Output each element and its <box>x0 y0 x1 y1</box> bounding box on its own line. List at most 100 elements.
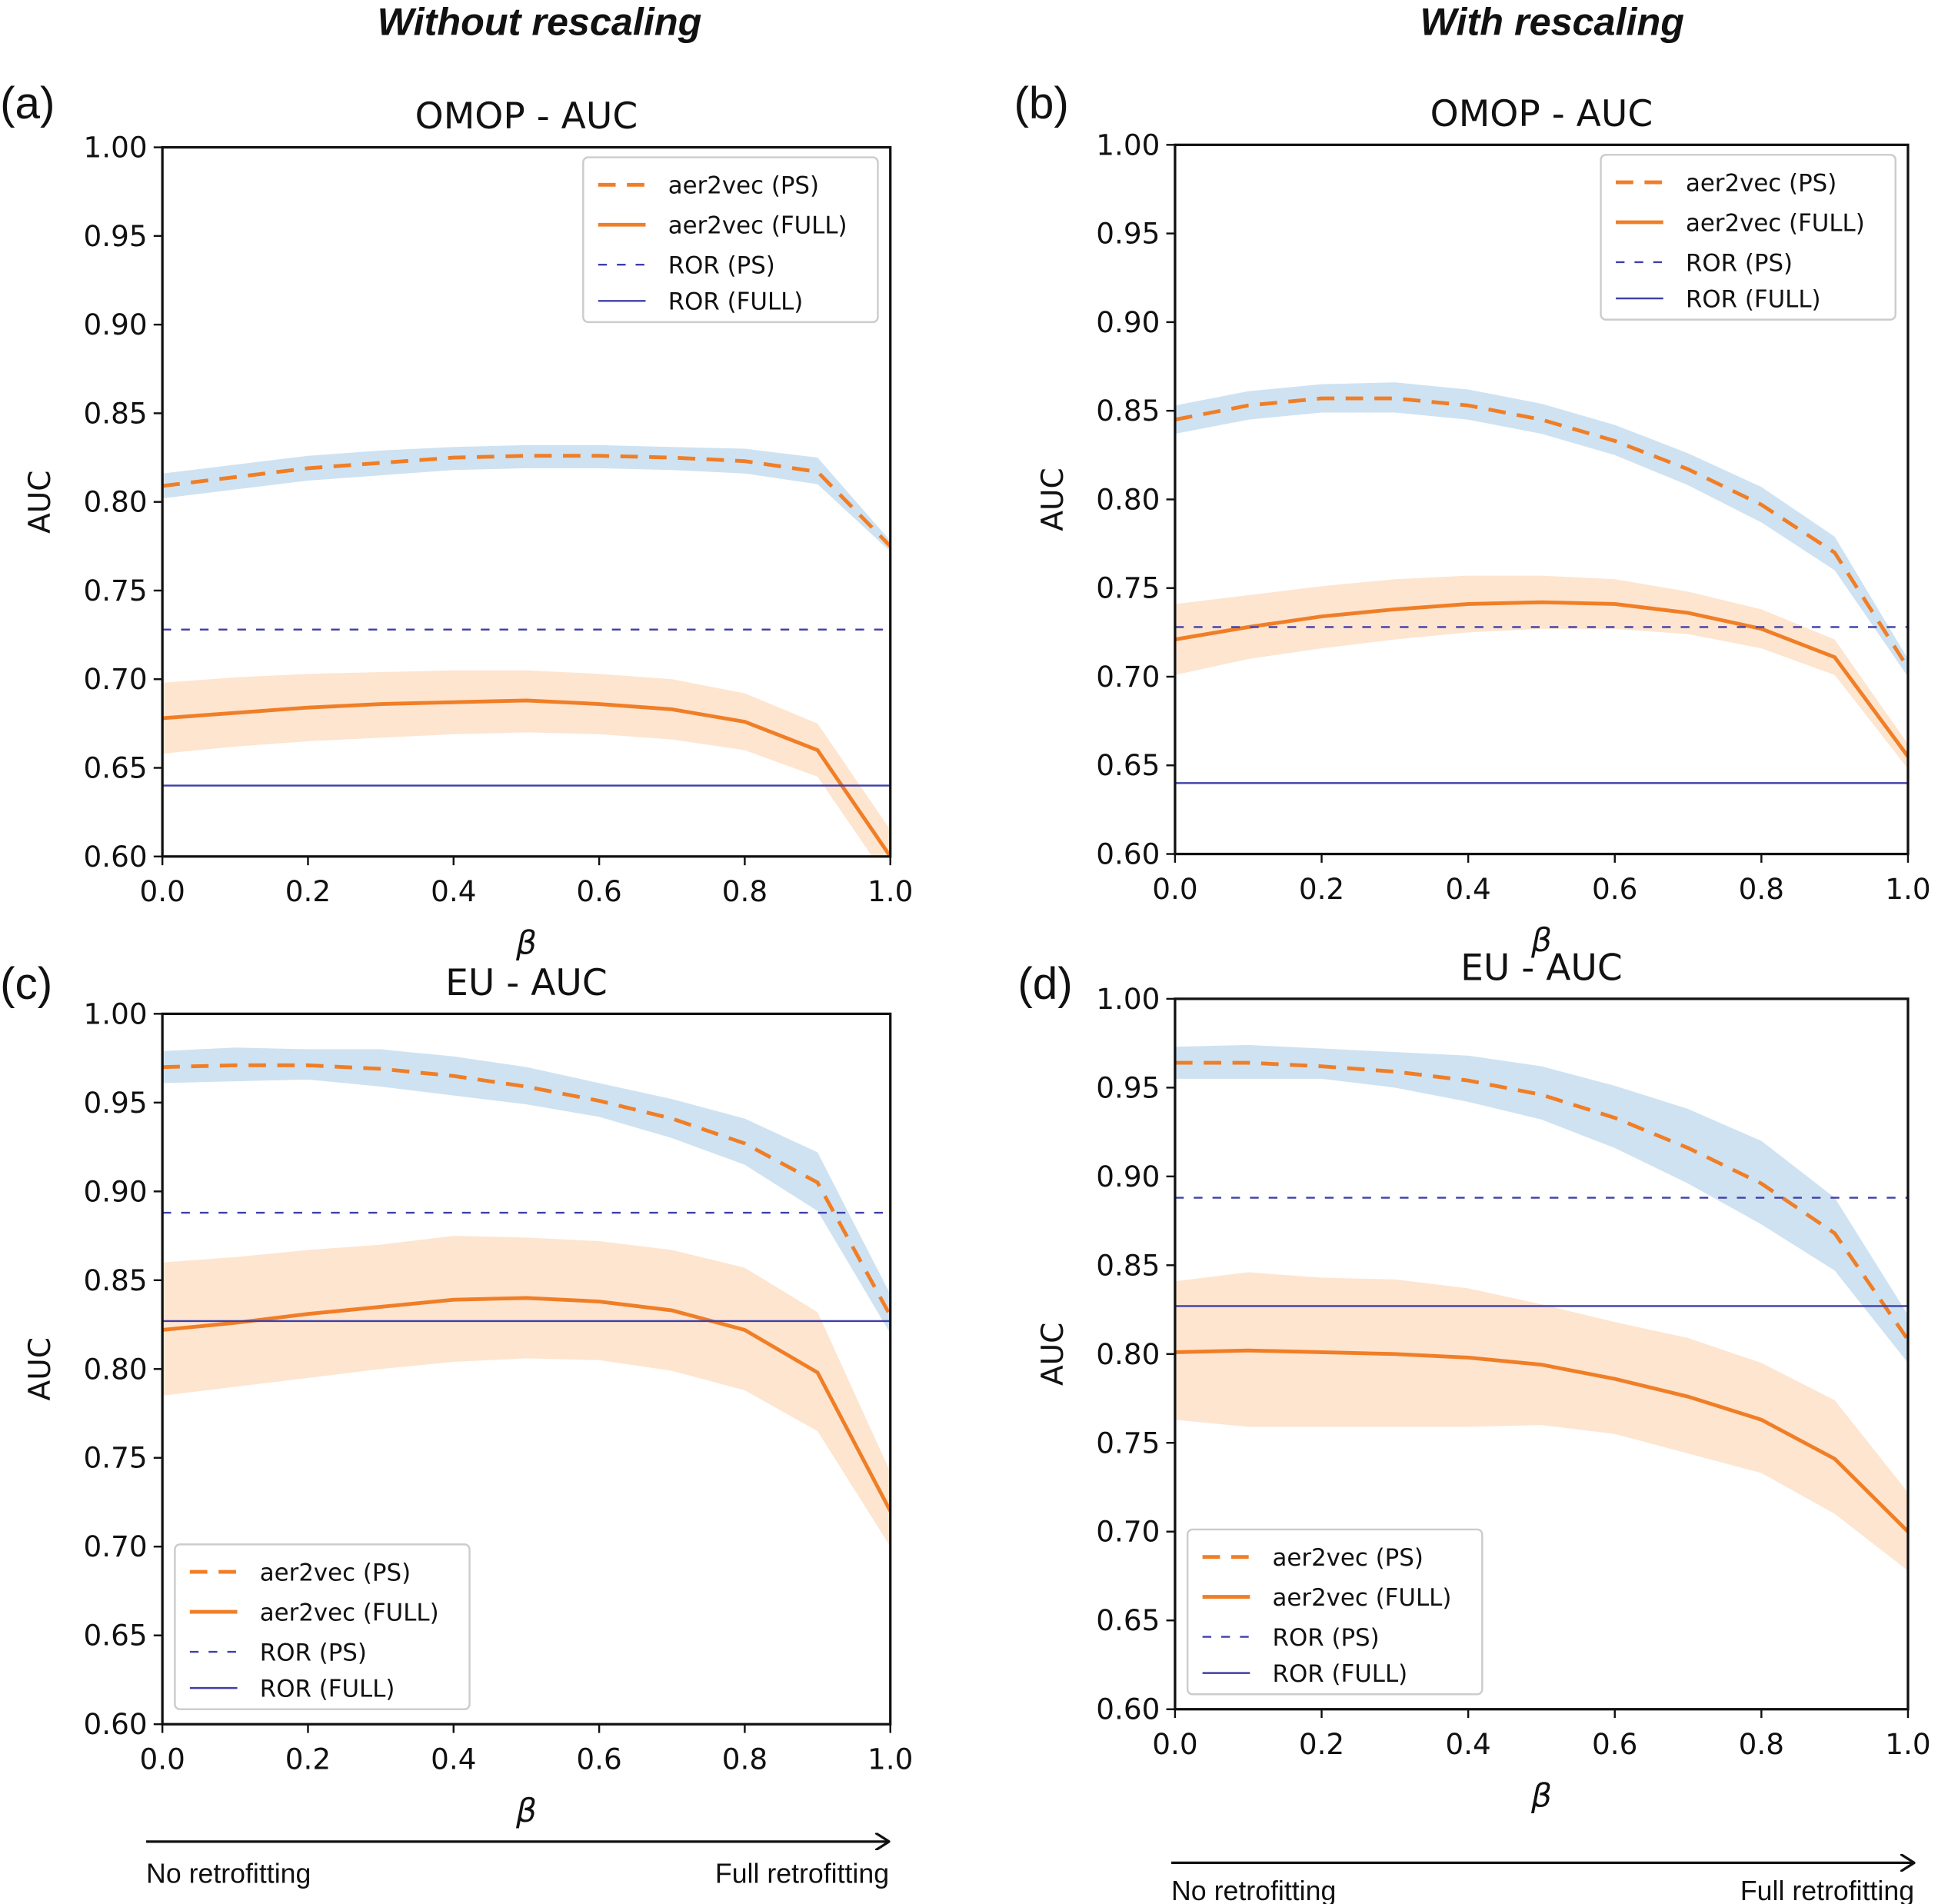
x-tick-label: 1.0 <box>867 1743 913 1776</box>
x-tick-label: 0.2 <box>1299 1727 1344 1761</box>
y-tick-label: 0.80 <box>84 1352 148 1386</box>
x-tick-label: 0.4 <box>1445 872 1490 906</box>
x-tick-label: 0.0 <box>139 874 185 908</box>
legend-label: aer2vec (FULL) <box>260 1599 439 1626</box>
y-axis-label: AUC <box>23 471 58 534</box>
chart-title: OMOP - AUC <box>415 95 638 138</box>
x-axis-label: β <box>515 1792 537 1829</box>
y-tick-label: 0.95 <box>1096 1070 1160 1104</box>
x-tick-label: 0.6 <box>1592 1727 1637 1761</box>
panel-label: (c) <box>0 959 52 1009</box>
y-tick-label: 0.70 <box>84 662 148 696</box>
legend-label: ROR (FULL) <box>1686 285 1821 313</box>
legend-label: ROR (FULL) <box>1273 1660 1408 1688</box>
x-tick-label: 1.0 <box>1885 872 1930 906</box>
y-tick-label: 0.75 <box>1096 1426 1160 1460</box>
legend-box <box>582 156 879 324</box>
x-tick-label: 0.6 <box>576 874 621 908</box>
y-tick-label: 0.85 <box>1096 1248 1160 1282</box>
panel-label: (d) <box>1017 959 1072 1009</box>
y-tick-label: 0.95 <box>84 1086 148 1120</box>
column-header: Without rescaling <box>378 0 702 43</box>
y-tick-label: 0.75 <box>1096 571 1160 605</box>
y-tick-label: 0.60 <box>84 840 148 874</box>
plot-area <box>1174 382 1908 784</box>
y-tick-label: 1.00 <box>84 997 148 1030</box>
x-tick-label: 0.8 <box>1739 872 1784 906</box>
chart-title: EU - AUC <box>1460 947 1623 990</box>
legend-label: aer2vec (PS) <box>1273 1544 1424 1572</box>
y-axis-label: AUC <box>1036 1323 1071 1386</box>
series-line <box>162 1063 891 1317</box>
series-line <box>1174 396 1908 669</box>
y-tick-label: 0.70 <box>1096 1515 1160 1549</box>
chart-panel: (b) OMOP - AUC AUC β 0.60 0.65 0.70 0.75 0.80 0.8… <box>1014 78 1930 959</box>
y-tick-label: 0.85 <box>84 396 148 430</box>
confidence-band <box>1174 1044 1908 1363</box>
y-tick-label: 0.65 <box>84 1619 148 1653</box>
x-tick-label: 1.0 <box>1885 1727 1930 1761</box>
legend-label: ROR (PS) <box>668 252 775 280</box>
series-line <box>1174 1348 1908 1533</box>
y-tick-label: 0.80 <box>84 485 148 519</box>
arrow-end-label: Full retrofitting <box>715 1858 889 1889</box>
chart-panel: (d) EU - AUC AUC β 0.60 0.65 0.70 0.75 0.80 0.85 0… <box>1017 947 1930 1815</box>
x-axis-label: β <box>515 924 537 961</box>
y-tick-label: 0.85 <box>1096 394 1160 428</box>
legend-label: aer2vec (PS) <box>260 1559 411 1586</box>
panel-label: (b) <box>1014 78 1068 128</box>
y-axis-label: AUC <box>1036 468 1071 531</box>
x-tick-label: 0.6 <box>576 1743 621 1776</box>
panel-label: (a) <box>0 78 55 128</box>
y-tick-label: 0.60 <box>1096 1693 1160 1726</box>
y-axis-label: AUC <box>23 1337 58 1400</box>
confidence-band <box>1174 1272 1908 1571</box>
chart-panel: (c) EU - AUC AUC β 0.60 0.65 0.70 0.75 0.80 0.85 0… <box>0 959 913 1829</box>
x-tick-label: 1.0 <box>867 874 913 908</box>
series-line <box>1174 1060 1908 1341</box>
legend-label: aer2vec (PS) <box>668 172 819 200</box>
confidence-band <box>162 444 891 552</box>
plot-area <box>1174 1044 1908 1571</box>
axes-frame <box>1174 143 1910 856</box>
y-tick-label: 0.65 <box>84 751 148 785</box>
legend-label: aer2vec (PS) <box>1686 169 1836 197</box>
series-line <box>162 1296 891 1513</box>
legend-label: aer2vec (FULL) <box>668 212 847 240</box>
y-tick-label: 0.85 <box>84 1263 148 1297</box>
x-axis-label: β <box>1530 921 1552 959</box>
y-tick-label: 0.65 <box>1096 1603 1160 1637</box>
plot-area <box>162 444 891 857</box>
legend-box <box>1186 1528 1483 1696</box>
plot-area <box>162 1047 891 1547</box>
confidence-band <box>162 1047 891 1334</box>
arrow-start-label: No retrofitting <box>1171 1876 1336 1904</box>
arrow-end-label: Full retrofitting <box>1740 1876 1914 1904</box>
legend-label: ROR (FULL) <box>260 1675 395 1703</box>
y-tick-label: 0.80 <box>1096 1337 1160 1371</box>
x-tick-label: 0.2 <box>285 874 331 908</box>
x-tick-label: 0.0 <box>1152 1727 1197 1761</box>
y-tick-label: 1.00 <box>1096 982 1160 1016</box>
x-axis-label: β <box>1530 1776 1552 1814</box>
x-tick-label: 0.6 <box>1592 872 1637 906</box>
series-line <box>162 698 891 857</box>
chart-panel: (a) OMOP - AUC AUC β 0.60 0.65 0.70 0.75 0.80 0.8… <box>0 78 913 961</box>
legend-label: ROR (PS) <box>1273 1624 1380 1652</box>
y-tick-label: 0.95 <box>1096 217 1160 251</box>
chart-title: EU - AUC <box>445 962 608 1004</box>
x-tick-label: 0.0 <box>1152 872 1197 906</box>
x-tick-label: 0.8 <box>722 1743 768 1776</box>
y-tick-label: 1.00 <box>1096 128 1160 161</box>
legend-label: aer2vec (FULL) <box>1273 1584 1452 1612</box>
y-tick-label: 0.65 <box>1096 748 1160 782</box>
x-tick-label: 0.8 <box>722 874 768 908</box>
chart-title: OMOP - AUC <box>1430 93 1653 135</box>
y-tick-label: 0.70 <box>84 1530 148 1563</box>
legend-label: ROR (PS) <box>260 1639 367 1666</box>
legend-label: aer2vec (FULL) <box>1686 209 1865 237</box>
legend-label: ROR (PS) <box>1686 249 1793 277</box>
y-tick-label: 0.75 <box>84 1441 148 1475</box>
y-tick-label: 0.90 <box>1096 305 1160 339</box>
